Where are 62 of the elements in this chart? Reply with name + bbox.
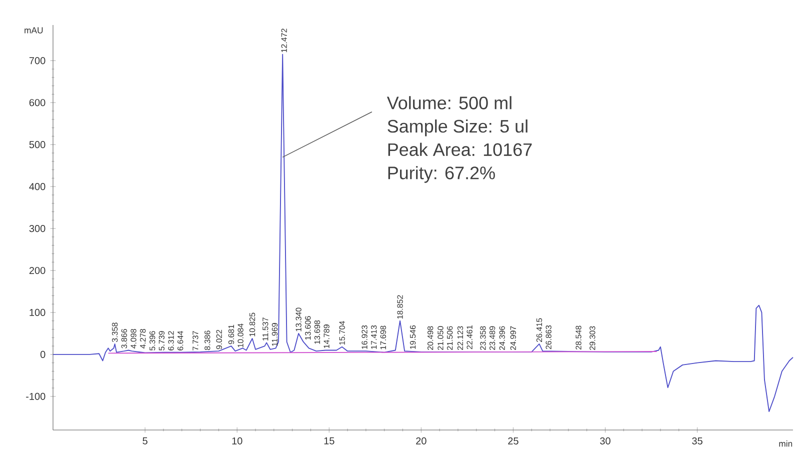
x-tick-label: 10 <box>232 437 242 444</box>
annotation: 6.644 <box>178 330 184 350</box>
y-tick-label: 200 <box>29 266 46 274</box>
annotation: 17.698 <box>380 326 386 350</box>
annotation: 17.413 <box>371 325 377 349</box>
annotation: 16.923 <box>362 325 368 349</box>
annotation: 24.396 <box>499 326 505 350</box>
annotation: Sample Size: 5 ul <box>388 119 528 136</box>
x-axis-title: min <box>779 440 792 447</box>
annotation: 13.698 <box>314 320 320 344</box>
y-tick-label: 300 <box>29 224 46 232</box>
x-tick-label: 30 <box>600 437 610 444</box>
annotation: 26.863 <box>546 325 552 350</box>
y-tick-label: 400 <box>29 183 46 190</box>
annotation: 4.278 <box>140 328 146 348</box>
annotation: 23.489 <box>489 326 496 350</box>
y-tick-label: 100 <box>30 308 46 316</box>
x-tick-label: 5 <box>142 437 148 444</box>
y-tick-label: 500 <box>29 141 46 148</box>
annotation: 14.789 <box>324 324 330 348</box>
annotation: 9.022 <box>216 330 222 350</box>
annotation: 4.098 <box>130 328 136 348</box>
annotation: 11.969 <box>272 323 278 346</box>
annotation: Purity: 67.2% <box>388 166 495 183</box>
annotation: 6.312 <box>168 331 174 350</box>
annotation: 5.396 <box>150 331 156 350</box>
annotation: 5.739 <box>158 331 165 350</box>
x-tick-label: 15 <box>324 437 334 444</box>
x-tick-label: 25 <box>508 437 518 444</box>
annotation: Peak Area: 10167 <box>388 142 532 156</box>
annotation: 22.461 <box>466 325 472 350</box>
annotation: 3.866 <box>121 328 128 348</box>
annotation: Volume: 500 ml <box>386 96 512 110</box>
annotation: 21.050 <box>438 326 444 350</box>
annotation: 21.506 <box>446 326 453 350</box>
y-tick-label: 700 <box>29 57 46 64</box>
x-tick-label: 35 <box>692 437 702 444</box>
annotation: 26.415 <box>536 318 542 342</box>
annotation: 23.358 <box>480 326 486 350</box>
annotation: 10.084 <box>238 324 244 348</box>
annotation: 13.606 <box>305 316 311 340</box>
annotation: 19.546 <box>410 325 416 349</box>
annotation: 12.472 <box>281 28 287 52</box>
y-tick-label: -100 <box>26 392 46 400</box>
annotation: 3.358 <box>112 322 118 342</box>
annotation: 18.852 <box>397 295 403 319</box>
annotation: 28.548 <box>576 326 582 350</box>
y-tick-label: 0 <box>40 350 46 358</box>
annotation: 10.825 <box>249 312 256 336</box>
y-tick-label: 600 <box>29 99 46 106</box>
annotation: 11.537 <box>262 318 268 340</box>
annotation: 9.681 <box>228 324 234 344</box>
annotation: 13.340 <box>296 308 302 332</box>
annotation: 8.386 <box>204 330 210 350</box>
x-tick-label: 20 <box>416 437 426 444</box>
y-axis-title: mAU <box>24 27 43 34</box>
annotation: 20.498 <box>428 326 434 350</box>
annotation: 15.704 <box>339 321 345 345</box>
annotation: 7.737 <box>192 331 198 350</box>
annotation: 22.123 <box>457 326 464 350</box>
annotation: 24.997 <box>510 326 516 350</box>
annotation: 29.303 <box>590 326 596 350</box>
